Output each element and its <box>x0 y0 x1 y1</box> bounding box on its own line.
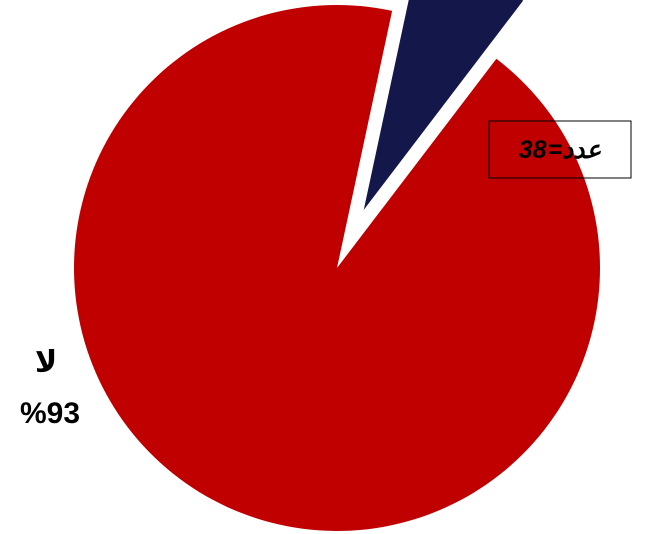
count-annotation-value: 38 <box>519 136 547 164</box>
pie-slice-no <box>73 5 600 532</box>
count-annotation: عدد= 38 <box>488 120 632 179</box>
pie-slices <box>73 0 600 532</box>
count-annotation-box <box>488 120 632 179</box>
slice-label-no: لا %93 <box>20 346 80 430</box>
slice-label-no-percent: %93 <box>20 397 80 430</box>
count-annotation-text: عدد= 38 <box>519 136 602 164</box>
pie-slice-yes <box>363 0 524 210</box>
count-annotation-prefix: عدد= <box>547 136 601 164</box>
slice-label-no-name: لا <box>35 346 57 379</box>
